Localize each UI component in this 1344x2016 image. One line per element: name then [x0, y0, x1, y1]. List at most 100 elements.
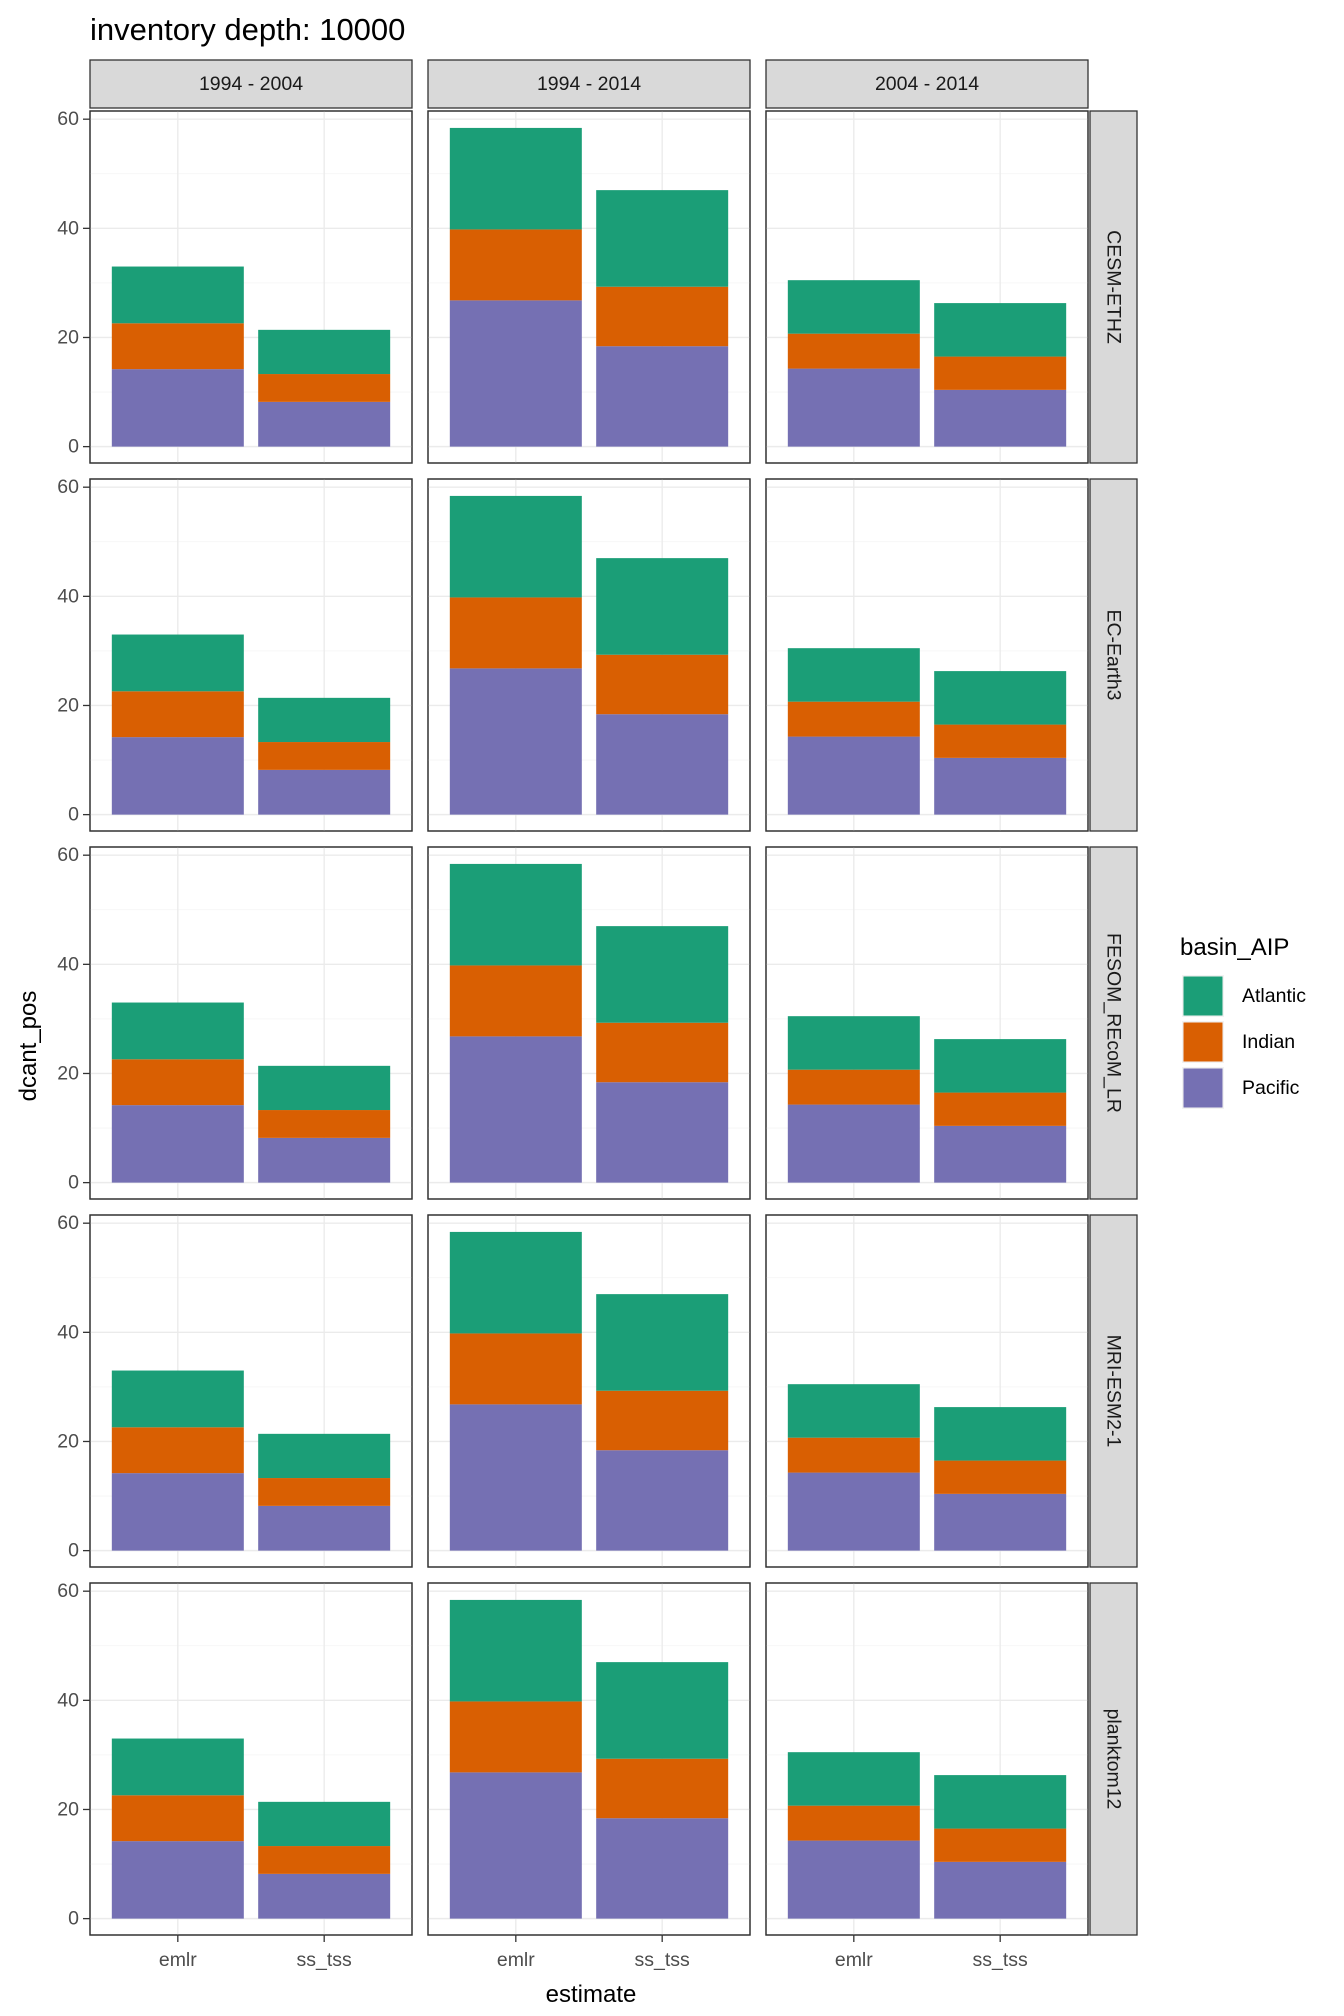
panel-border	[427, 846, 751, 1200]
panel-border	[89, 110, 413, 464]
bar-ss-tss-atlantic	[596, 1294, 729, 1391]
row-strip-label: planktom12	[1103, 1709, 1125, 1810]
bar-ss-tss-atlantic	[258, 329, 391, 375]
y-tick-label: 0	[68, 1908, 79, 1930]
bar-emlr-indian	[449, 597, 582, 669]
y-tick-label: 60	[57, 1212, 79, 1234]
legend-label: Indian	[1242, 1031, 1295, 1053]
column-strip-label: 1994 - 2004	[199, 73, 303, 95]
panel-mri-esm2-1-2004-2014	[765, 1214, 1089, 1568]
y-tick-label: 60	[57, 1580, 79, 1602]
panel-border	[765, 846, 1089, 1200]
bar-ss-tss-atlantic	[934, 303, 1067, 357]
bar-emlr-indian	[787, 1437, 920, 1473]
panel-border	[427, 478, 751, 832]
bar-ss-tss-pacific	[934, 389, 1067, 447]
legend-label: Atlantic	[1242, 985, 1306, 1007]
bar-emlr-pacific	[449, 1404, 582, 1551]
bar-ss-tss-pacific	[934, 1125, 1067, 1183]
column-strip-1994-2004: 1994 - 2004	[89, 59, 413, 109]
panel-border	[765, 1214, 1089, 1568]
row-strip-ec-earth3: EC-Earth3	[1089, 478, 1138, 832]
bar-ss-tss-pacific	[258, 1137, 391, 1183]
y-tick-label: 0	[68, 1172, 79, 1194]
bar-ss-tss-pacific	[596, 1450, 729, 1551]
bar-ss-tss-indian	[934, 1460, 1067, 1494]
bar-emlr-atlantic	[787, 648, 920, 702]
y-axis-planktom12: 0 20 40 60	[57, 1580, 90, 1930]
y-tick-label: 0	[68, 804, 79, 826]
bar-emlr-atlantic	[111, 1738, 244, 1796]
panel-fesom-recom-lr-1994-2014	[427, 846, 751, 1200]
bar-emlr-pacific	[449, 668, 582, 815]
x-tick-label: emlr	[835, 1949, 873, 1971]
bar-ss-tss-atlantic	[258, 1433, 391, 1479]
row-strip-background	[1089, 110, 1138, 464]
y-axis-cesm-ethz: 0 20 40 60	[57, 108, 90, 458]
bar-emlr-atlantic	[111, 266, 244, 324]
bar-ss-tss-indian	[934, 356, 1067, 390]
y-tick-label: 20	[57, 1430, 79, 1452]
bar-ss-tss-indian	[596, 654, 729, 715]
bar-ss-tss-atlantic	[934, 1039, 1067, 1093]
legend-key-swatch	[1183, 1068, 1223, 1108]
bar-ss-tss-pacific	[934, 1493, 1067, 1551]
bar-emlr-atlantic	[111, 1002, 244, 1060]
chart-title: inventory depth: 10000	[90, 12, 405, 47]
bar-emlr-pacific	[449, 1036, 582, 1183]
bar-emlr-atlantic	[449, 863, 582, 966]
y-tick-label: 0	[68, 1540, 79, 1562]
bar-emlr-indian	[449, 1333, 582, 1405]
bar-ss-tss-indian	[596, 1390, 729, 1451]
panel-ec-earth3-1994-2014	[427, 478, 751, 832]
bar-ss-tss-pacific	[596, 714, 729, 815]
y-tick-label: 40	[57, 217, 79, 239]
column-strip-label: 2004 - 2014	[875, 73, 979, 95]
facet-strips: CESM-ETHZ EC-Earth3 FESOM_REcoM_LR MRI-ESM2…	[89, 59, 1138, 1936]
column-strip-1994-2014: 1994 - 2014	[427, 59, 751, 109]
bar-emlr-pacific	[787, 736, 920, 815]
panel-border	[765, 110, 1089, 464]
column-strip-2004-2014: 2004 - 2014	[765, 59, 1089, 109]
y-axis-title: dcant_pos	[15, 991, 42, 1102]
bar-emlr-indian	[111, 1427, 244, 1474]
bar-emlr-pacific	[111, 737, 244, 815]
panel-planktom12-2004-2014	[765, 1582, 1089, 1936]
y-axis-mri-esm2-1: 0 20 40 60	[57, 1212, 90, 1562]
bar-emlr-pacific	[449, 300, 582, 447]
column-strip-background	[427, 59, 751, 109]
bar-emlr-indian	[449, 965, 582, 1037]
bar-ss-tss-atlantic	[258, 1065, 391, 1111]
bar-emlr-indian	[787, 1805, 920, 1841]
row-strip-cesm-ethz: CESM-ETHZ	[1089, 110, 1138, 464]
row-strip-background	[1089, 846, 1138, 1200]
legend-key-swatch	[1183, 976, 1223, 1016]
y-tick-label: 60	[57, 108, 79, 130]
bar-ss-tss-indian	[934, 1828, 1067, 1862]
bar-emlr-pacific	[449, 1772, 582, 1919]
x-axes: emlr ss_tss emlr ss_tss emlr ss_tss	[159, 1935, 1028, 1971]
panel-fesom-recom-lr-1994-2004	[89, 846, 413, 1200]
y-axes: 0 20 40 60 0 20 40 60 0 20 40 60 0 20 40 60 0 20 40 60	[57, 108, 90, 1930]
panel-border	[89, 846, 413, 1200]
y-tick-label: 60	[57, 476, 79, 498]
row-strip-planktom12: planktom12	[1089, 1582, 1138, 1936]
y-tick-label: 40	[57, 953, 79, 975]
row-strip-label: MRI-ESM2-1	[1103, 1335, 1125, 1448]
row-strip-background	[1089, 1214, 1138, 1568]
y-tick-label: 20	[57, 1062, 79, 1084]
bar-emlr-pacific	[787, 368, 920, 447]
bar-emlr-indian	[449, 229, 582, 301]
bar-emlr-atlantic	[787, 1016, 920, 1070]
panel-cesm-ethz-1994-2004	[89, 110, 413, 464]
row-strip-mri-esm2-1: MRI-ESM2-1	[1089, 1214, 1138, 1568]
bar-emlr-indian	[111, 1795, 244, 1842]
row-strip-background	[1089, 1582, 1138, 1936]
bar-emlr-indian	[111, 323, 244, 370]
legend-key-swatch	[1183, 1022, 1223, 1062]
x-axis-2004-2014: emlr ss_tss	[835, 1935, 1028, 1971]
bar-ss-tss-indian	[258, 1478, 391, 1506]
bar-emlr-indian	[787, 333, 920, 369]
bar-emlr-atlantic	[787, 1752, 920, 1806]
